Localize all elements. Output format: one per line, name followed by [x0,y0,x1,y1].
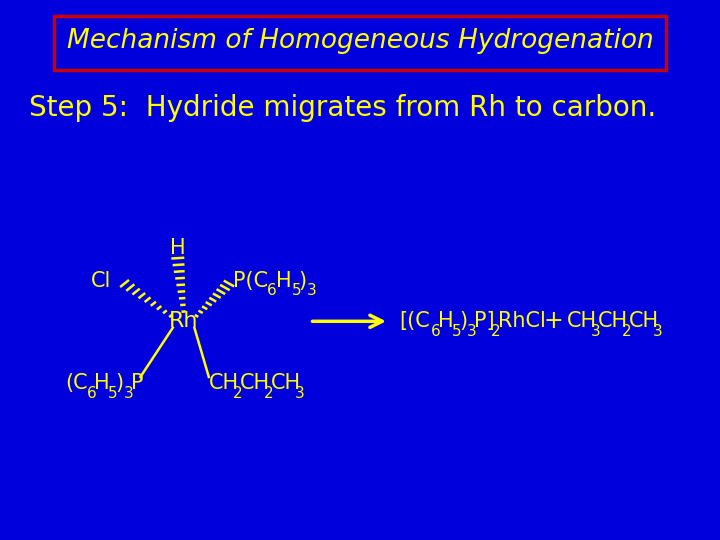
Text: P]: P] [474,311,495,332]
Text: RhCl: RhCl [498,311,546,332]
Text: Cl: Cl [91,271,112,291]
FancyBboxPatch shape [54,16,666,70]
Text: CH: CH [629,311,660,332]
Text: CH: CH [209,373,239,394]
Text: 2: 2 [264,386,273,401]
Text: 6: 6 [86,386,96,401]
Text: [(C: [(C [400,311,431,332]
Text: 5: 5 [452,323,462,339]
Text: P: P [131,373,143,394]
Text: 5: 5 [108,386,117,401]
Text: 2: 2 [622,323,631,339]
Text: ): ) [115,373,123,394]
Text: H: H [438,311,454,332]
Text: H: H [170,238,186,259]
Text: CH: CH [598,311,629,332]
Text: H: H [94,373,109,394]
Text: CH: CH [240,373,270,394]
Text: Rh: Rh [169,311,198,332]
Text: 2: 2 [233,386,242,401]
Text: P(C: P(C [233,271,268,291]
Text: 5: 5 [292,283,301,298]
Text: 3: 3 [307,283,317,298]
Text: CH: CH [271,373,301,394]
Text: H: H [276,271,292,291]
Text: ): ) [459,311,467,332]
Text: (C: (C [65,373,87,394]
Text: 3: 3 [124,386,134,401]
Text: Mechanism of Homogeneous Hydrogenation: Mechanism of Homogeneous Hydrogenation [67,28,653,53]
Text: 3: 3 [591,323,601,339]
Text: CH: CH [567,311,598,332]
Text: 6: 6 [267,283,277,298]
Text: Step 5:  Hydride migrates from Rh to carbon.: Step 5: Hydride migrates from Rh to carb… [29,94,656,122]
Text: 3: 3 [467,323,477,339]
Text: ): ) [299,271,307,291]
Text: 2: 2 [491,323,500,339]
Text: 3: 3 [294,386,305,401]
Text: 6: 6 [431,323,441,339]
Text: 3: 3 [653,323,663,339]
Text: +: + [544,309,563,333]
